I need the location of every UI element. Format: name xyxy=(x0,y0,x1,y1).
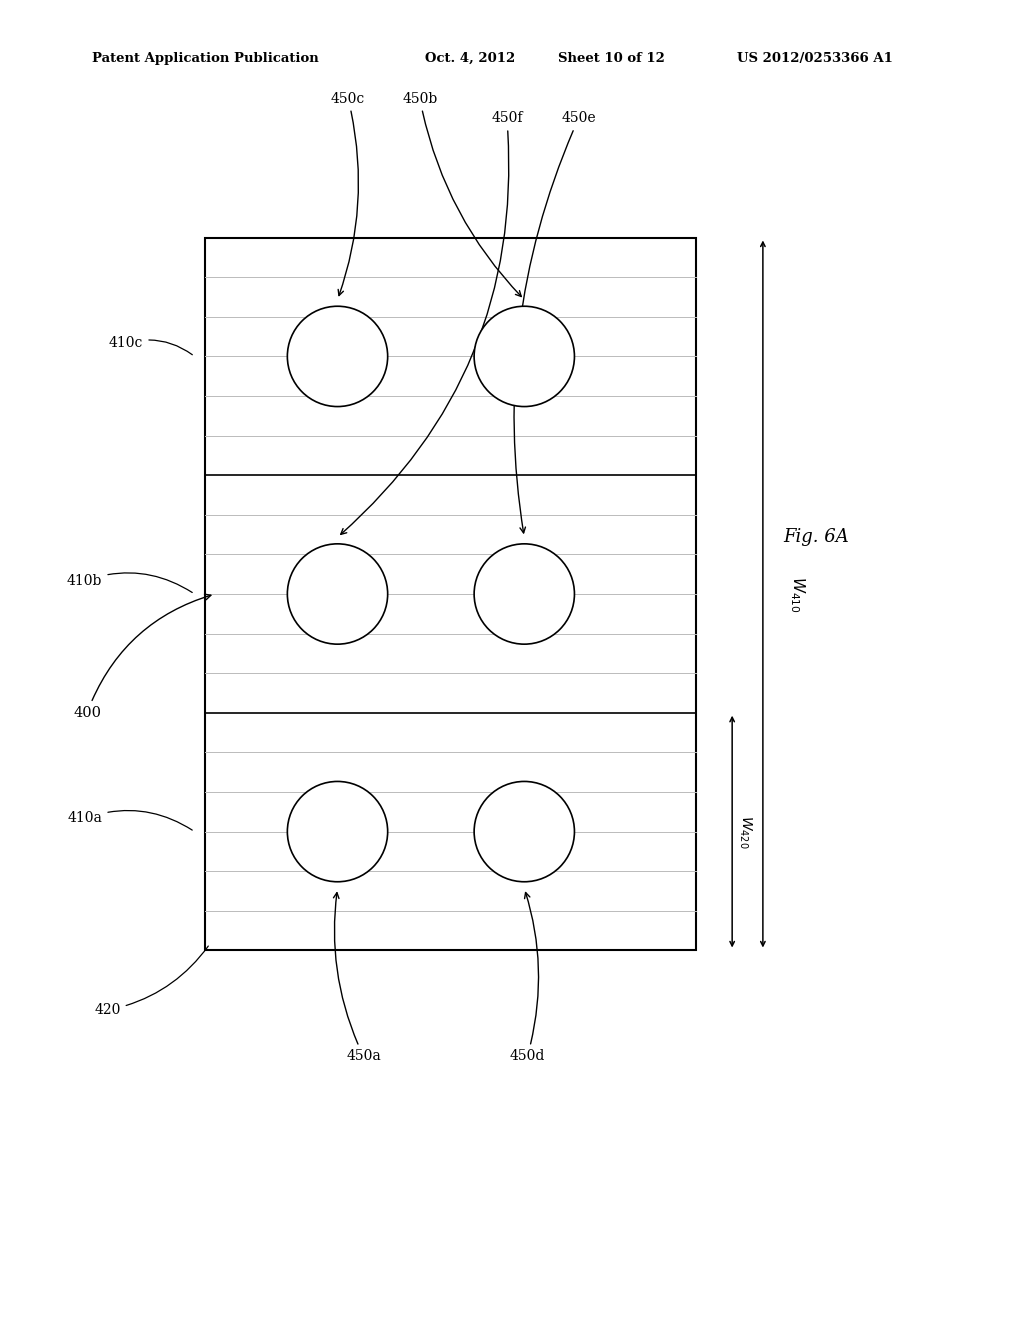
Text: Patent Application Publication: Patent Application Publication xyxy=(92,51,318,65)
Text: Fig. 6A: Fig. 6A xyxy=(783,528,849,546)
Text: Sheet 10 of 12: Sheet 10 of 12 xyxy=(558,51,665,65)
Text: 450c: 450c xyxy=(331,91,366,296)
Text: $W_{410}$: $W_{410}$ xyxy=(788,576,807,612)
Text: 450a: 450a xyxy=(334,892,381,1064)
Text: 410c: 410c xyxy=(109,337,193,355)
Ellipse shape xyxy=(288,544,388,644)
Text: US 2012/0253366 A1: US 2012/0253366 A1 xyxy=(737,51,893,65)
Text: 450e: 450e xyxy=(514,111,596,533)
Text: $W_{420}$: $W_{420}$ xyxy=(737,814,754,849)
Text: 400: 400 xyxy=(73,594,211,719)
Ellipse shape xyxy=(474,544,574,644)
Bar xyxy=(205,238,696,950)
Ellipse shape xyxy=(288,306,388,407)
Ellipse shape xyxy=(474,306,574,407)
Text: 420: 420 xyxy=(94,946,208,1018)
Ellipse shape xyxy=(288,781,388,882)
Text: 450b: 450b xyxy=(402,91,521,297)
Ellipse shape xyxy=(474,781,574,882)
Text: 410b: 410b xyxy=(67,573,193,593)
Text: 450f: 450f xyxy=(341,111,522,535)
Text: 450d: 450d xyxy=(510,892,545,1064)
Text: Oct. 4, 2012: Oct. 4, 2012 xyxy=(425,51,515,65)
Text: 410a: 410a xyxy=(68,810,193,830)
